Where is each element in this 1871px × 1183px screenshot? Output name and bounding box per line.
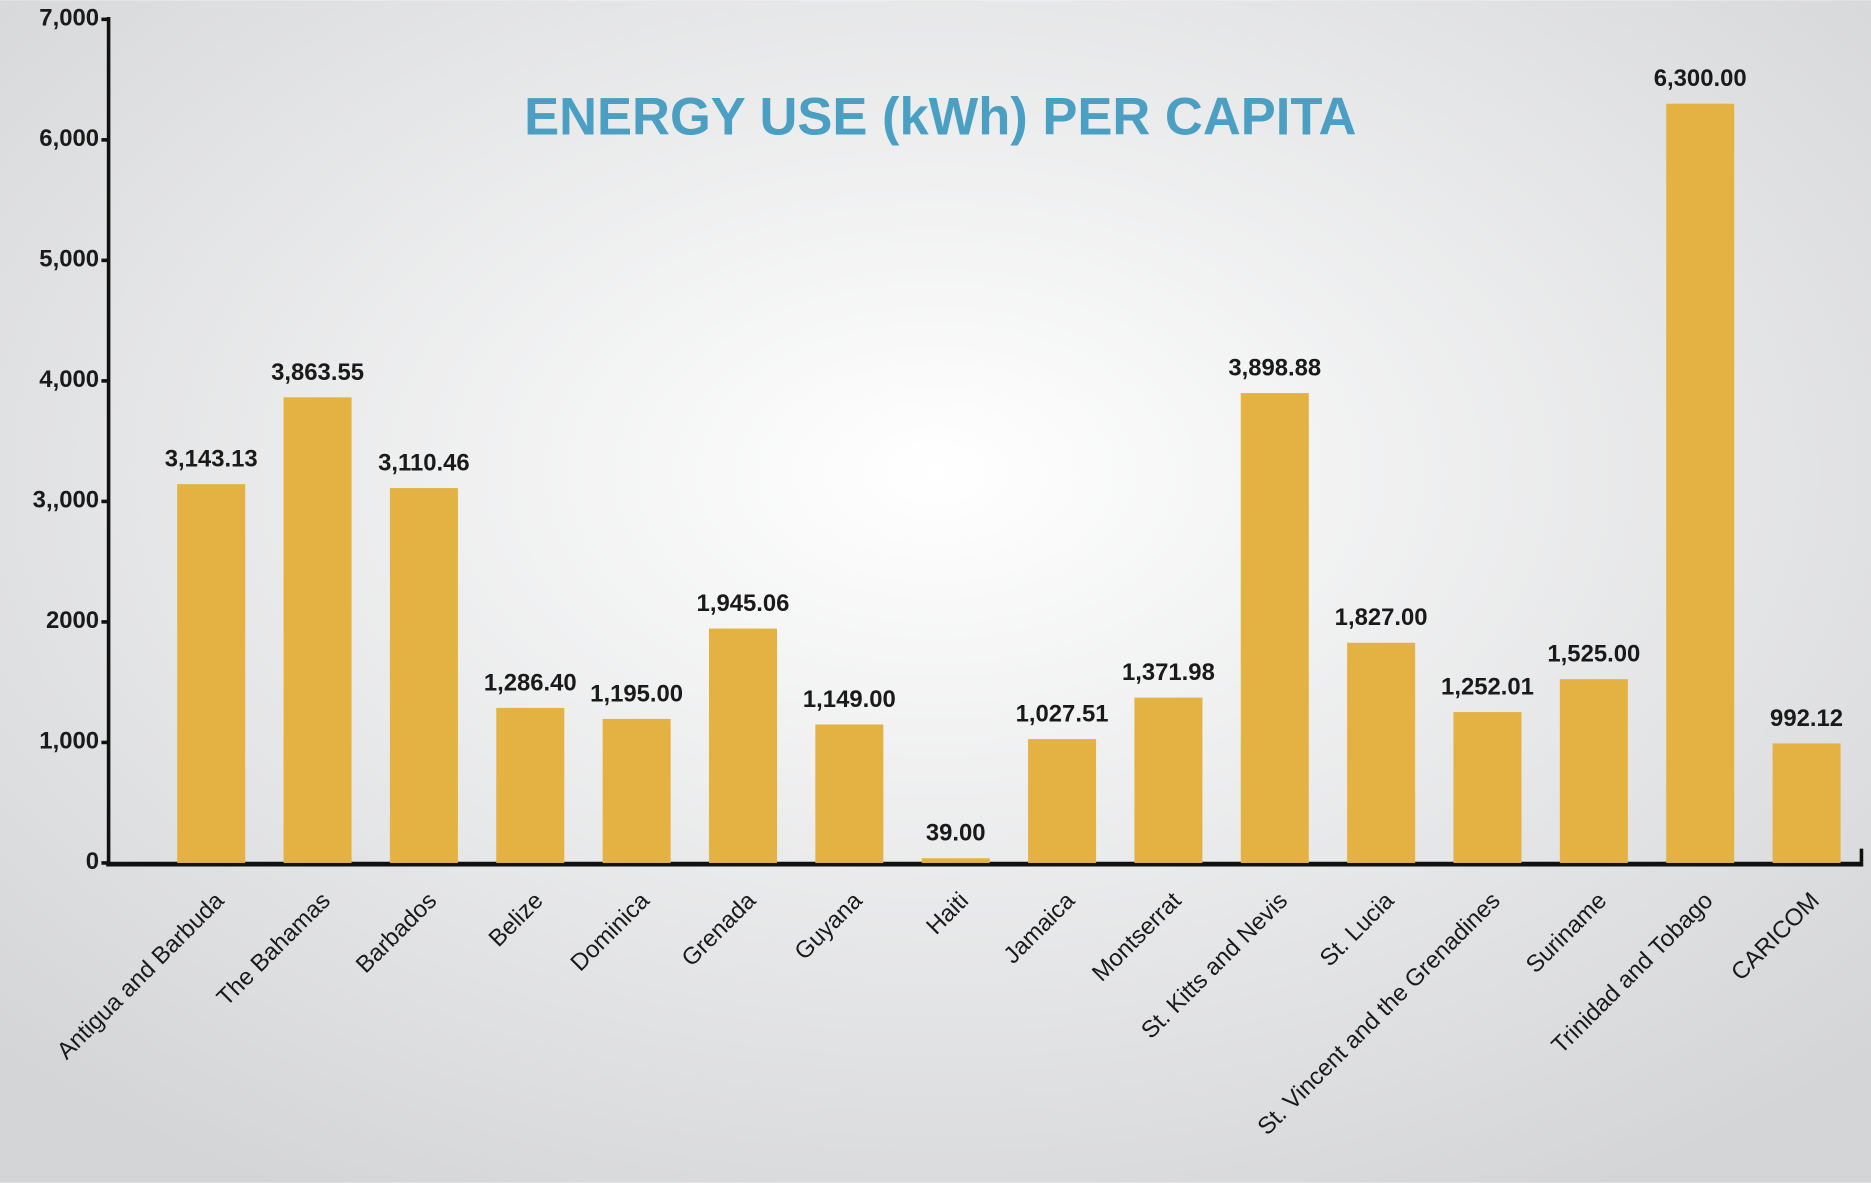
y-tick-label: 6,000 [39,125,99,152]
y-tick-label: 2000 [46,607,99,634]
bar [1453,712,1522,863]
y-tick-label: 0 [86,848,99,875]
bar [1240,393,1309,863]
chart-title: ENERGY USE (kWh) PER CAPITA [524,88,1356,147]
y-tick-label: 1,000 [39,728,99,755]
value-label: 1,286.40 [484,669,577,696]
bar [177,484,246,863]
bar [602,718,671,863]
value-label: 6,300.00 [1654,65,1747,92]
value-label: 1,945.06 [697,590,790,617]
bar [1028,739,1097,863]
value-label: 1,827.00 [1335,604,1428,631]
value-label: 3,110.46 [378,450,470,477]
value-label: 1,525.00 [1547,641,1640,668]
value-label: 1,149.00 [803,686,896,713]
value-label: 1,371.98 [1122,659,1215,686]
bar [1134,697,1203,863]
bar [1772,743,1841,863]
bar [1347,642,1416,863]
y-tick-label: 4,000 [39,366,99,393]
y-tick-label: 7,000 [39,5,99,32]
bar [1559,679,1628,863]
value-label: 3,143.13 [165,446,258,473]
bar [815,724,884,863]
value-label: 1,195.00 [590,680,683,707]
y-tick-label: 5,000 [39,246,99,273]
bar [921,858,990,863]
bar [496,707,565,863]
y-tick-label: 3,,000 [33,487,99,514]
bar [1666,103,1735,863]
value-label: 39.00 [926,820,986,847]
value-label: 3,863.55 [271,359,364,386]
bar [389,488,458,863]
value-label: 1,252.01 [1441,674,1534,701]
bar [283,397,352,863]
value-label: 3,898.88 [1228,355,1321,382]
value-label: 992.12 [1770,705,1843,732]
value-label: 1,027.51 [1016,701,1109,728]
bar [708,628,777,863]
